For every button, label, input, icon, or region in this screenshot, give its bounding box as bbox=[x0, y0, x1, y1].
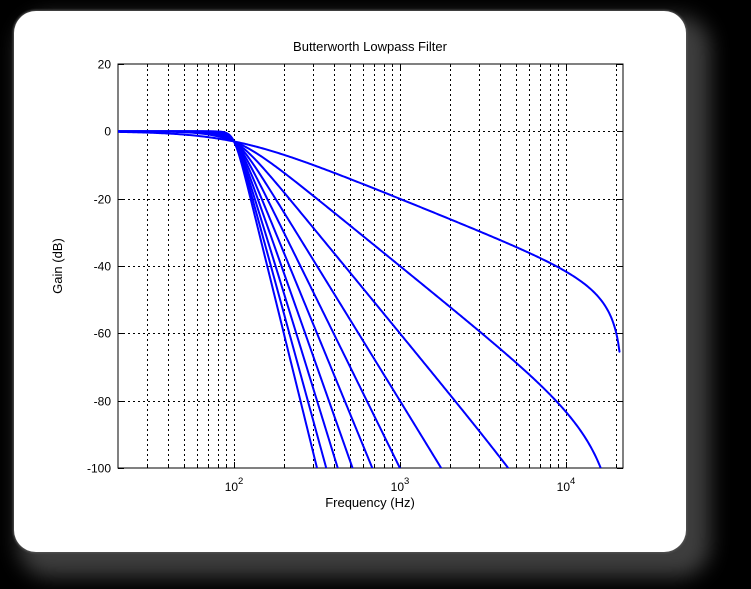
figure-window: Butterworth Lowpass Filter Frequency (Hz… bbox=[14, 11, 686, 552]
x-tick-label: 102 bbox=[225, 476, 244, 494]
response-curve-order-2 bbox=[118, 130, 602, 468]
y-tick-label: -60 bbox=[94, 327, 112, 341]
y-tick-label: 20 bbox=[98, 58, 112, 72]
label-layer: Butterworth Lowpass Filter Frequency (Hz… bbox=[50, 39, 575, 510]
y-tick-label: -20 bbox=[94, 193, 112, 207]
y-tick-label: -40 bbox=[94, 260, 112, 274]
x-tick-label: 103 bbox=[391, 476, 410, 494]
response-curve-order-8 bbox=[118, 130, 339, 468]
response-curve-order-1 bbox=[118, 130, 621, 353]
y-tick-label: -80 bbox=[94, 395, 112, 409]
plot-title: Butterworth Lowpass Filter bbox=[293, 39, 448, 54]
tick-layer bbox=[118, 64, 623, 469]
y-tick-label: -100 bbox=[87, 462, 111, 476]
butterworth-plot-canvas: Butterworth Lowpass Filter Frequency (Hz… bbox=[50, 39, 624, 510]
curve-layer bbox=[118, 130, 621, 468]
response-curve-order-10 bbox=[118, 130, 319, 468]
response-curve-order-4 bbox=[118, 130, 443, 468]
x-tick-label: 104 bbox=[557, 476, 576, 494]
y-tick-label: 0 bbox=[104, 125, 111, 139]
y-axis-label: Gain (dB) bbox=[50, 238, 65, 294]
response-curve-order-3 bbox=[118, 130, 510, 468]
x-axis-label: Frequency (Hz) bbox=[325, 495, 415, 510]
